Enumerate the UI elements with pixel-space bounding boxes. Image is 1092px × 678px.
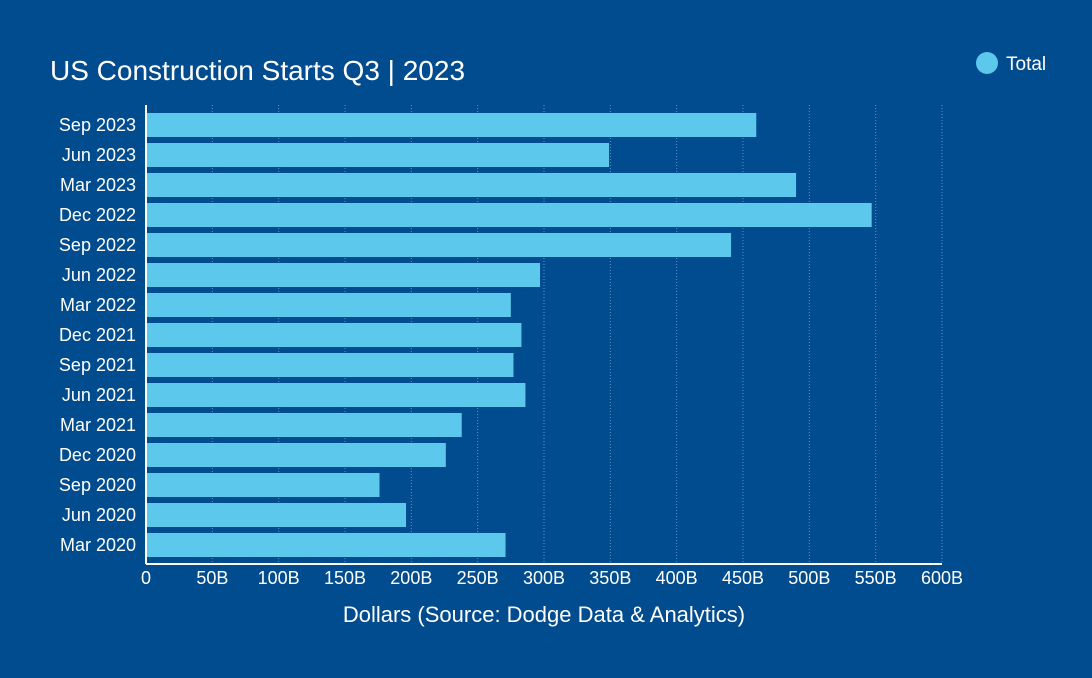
bar (147, 353, 514, 377)
x-tick-label: 0 (141, 568, 151, 588)
bar (147, 113, 757, 137)
bars (147, 113, 872, 557)
y-tick-label: Sep 2023 (59, 115, 136, 135)
bar (147, 443, 446, 467)
y-tick-label: Mar 2020 (60, 535, 136, 555)
bar (147, 383, 526, 407)
bar (147, 233, 732, 257)
y-tick-label: Jun 2022 (62, 265, 136, 285)
x-tick-label: 600B (921, 568, 963, 588)
bar (147, 413, 462, 437)
x-tick-label: 550B (855, 568, 897, 588)
bar (147, 323, 522, 347)
bar (147, 173, 797, 197)
x-tick-label: 300B (523, 568, 565, 588)
bar (147, 473, 380, 497)
y-tick-label: Sep 2020 (59, 475, 136, 495)
y-tick-label: Mar 2022 (60, 295, 136, 315)
y-tick-label: Dec 2022 (59, 205, 136, 225)
y-tick-label: Dec 2020 (59, 445, 136, 465)
y-tick-label: Jun 2020 (62, 505, 136, 525)
x-tick-label: 350B (589, 568, 631, 588)
y-tick-label: Dec 2021 (59, 325, 136, 345)
x-tick-label: 150B (324, 568, 366, 588)
y-tick-label: Sep 2021 (59, 355, 136, 375)
x-tick-label: 100B (258, 568, 300, 588)
y-tick-label: Jun 2023 (62, 145, 136, 165)
bar (147, 533, 506, 557)
x-tick-label: 50B (196, 568, 228, 588)
x-tick-label: 250B (457, 568, 499, 588)
x-tick-label: 200B (390, 568, 432, 588)
x-tick-label: 500B (788, 568, 830, 588)
legend-label-total: Total (1006, 54, 1046, 75)
x-axis-tick-labels: 0 50B 100B 150B 200B 250B 300B 350B 400B 450B 500B… (141, 568, 963, 588)
bar (147, 293, 511, 317)
x-tick-label: 450B (722, 568, 764, 588)
y-tick-label: Mar 2021 (60, 415, 136, 435)
bar (147, 203, 872, 227)
y-tick-label: Mar 2023 (60, 175, 136, 195)
legend-swatch-total (976, 52, 998, 74)
legend[interactable]: Total (976, 52, 1046, 75)
bar (147, 263, 541, 287)
y-tick-label: Sep 2022 (59, 235, 136, 255)
bar (147, 503, 407, 527)
chart-title: US Construction Starts Q3 | 2023 (50, 55, 465, 86)
x-axis-label: Dollars (Source: Dodge Data & Analytics) (343, 602, 745, 627)
y-axis-tick-labels: Sep 2023 Jun 2023 Mar 2023 Dec 2022 Sep 2022… (59, 115, 136, 555)
x-tick-label: 400B (656, 568, 698, 588)
bar (147, 143, 610, 167)
y-tick-label: Jun 2021 (62, 385, 136, 405)
